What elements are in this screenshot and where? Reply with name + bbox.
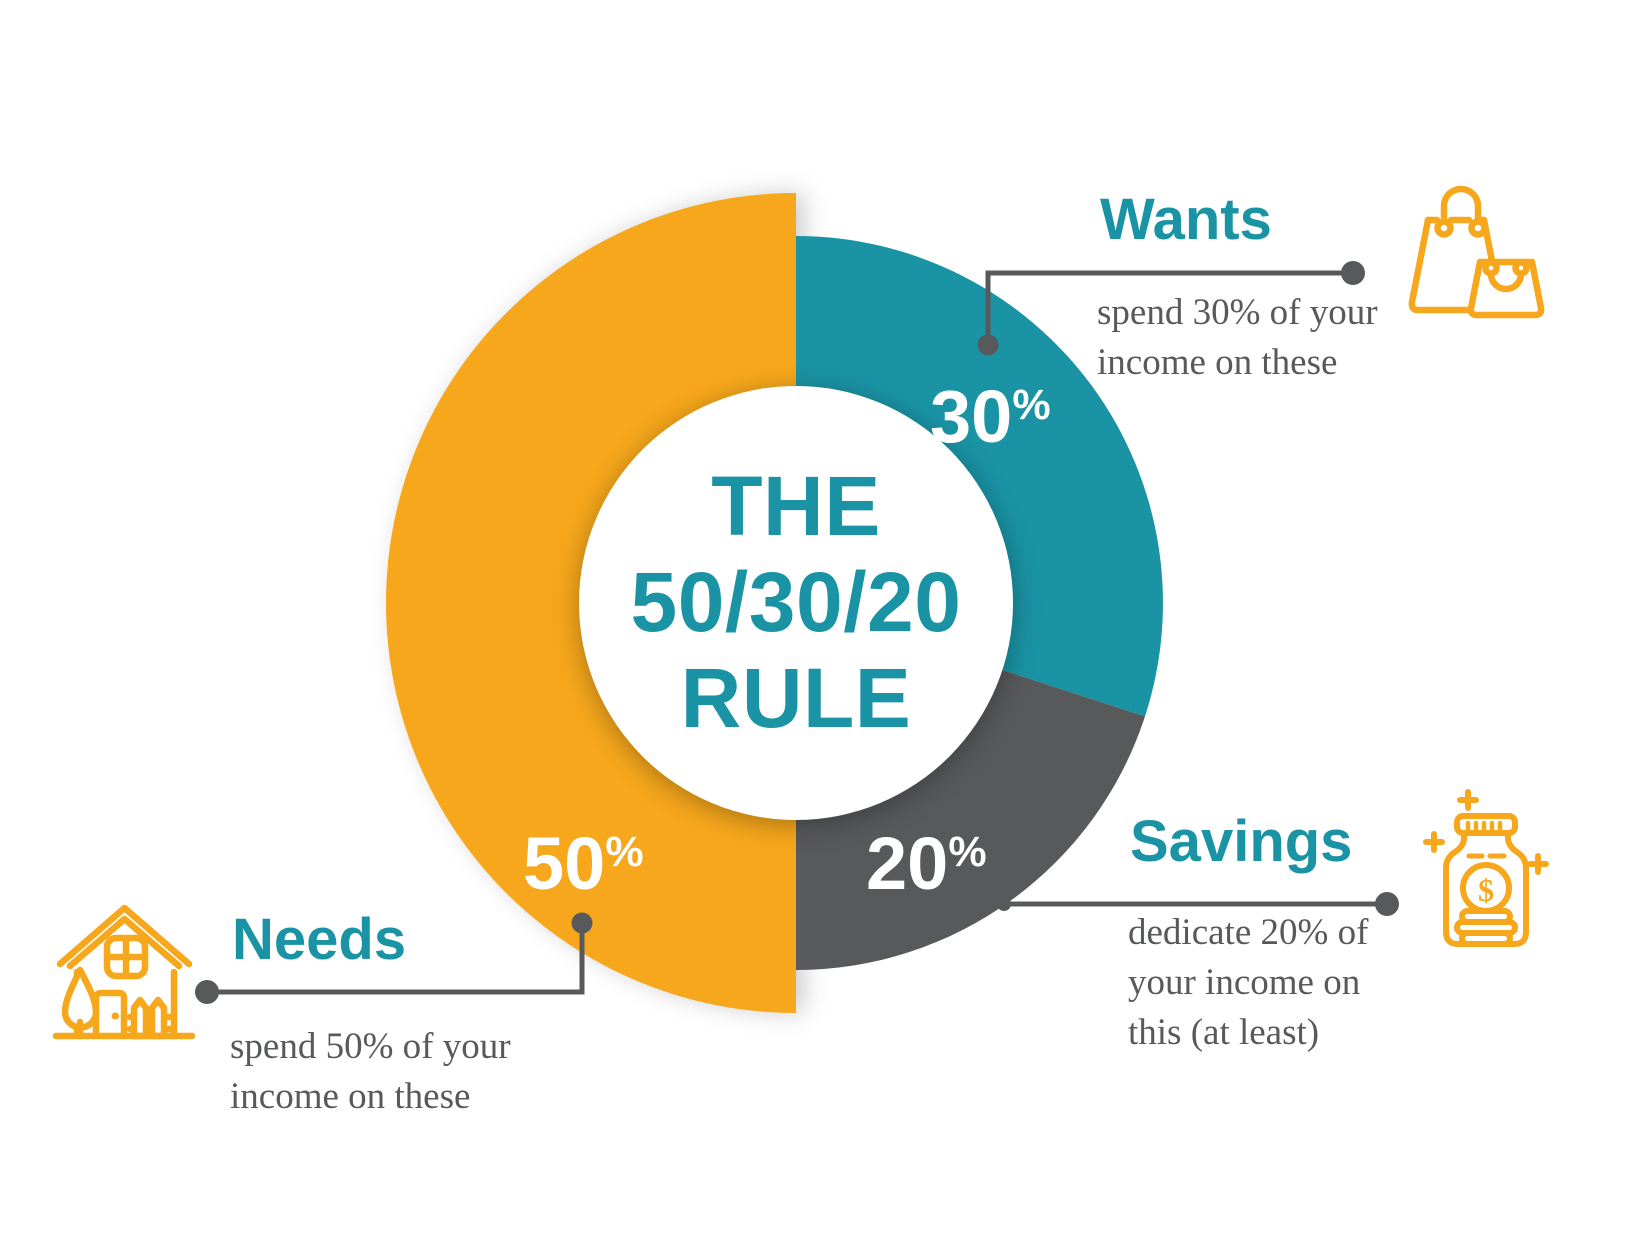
wants-connector — [977, 261, 1365, 356]
needs-percent-value: 50 — [523, 822, 606, 905]
dollar-sign-glyph: $ — [1478, 872, 1494, 908]
money-jar-icon: $ — [1423, 789, 1549, 947]
savings-percent-symbol: % — [948, 828, 987, 876]
savings-title: Savings — [1130, 809, 1353, 874]
wants-title: Wants — [1100, 187, 1272, 252]
wants-percent-label: 30% — [930, 368, 1051, 454]
savings-segment — [796, 669, 1145, 970]
needs-percent-label: 50% — [523, 815, 644, 901]
savings-percent-label: 20% — [866, 815, 987, 901]
savings-connector — [997, 892, 1399, 916]
wants-percent-value: 30 — [930, 375, 1013, 458]
needs-segment — [386, 193, 796, 1013]
needs-title: Needs — [232, 907, 407, 972]
wants-segment — [796, 236, 1163, 717]
savings-description: dedicate 20% of your income on this (at … — [1128, 912, 1369, 1053]
chart-center-title: THE 50/30/20 RULE — [591, 458, 1001, 746]
donut-hole — [579, 386, 1013, 820]
wants-description: spend 30% of your income on these — [1097, 292, 1378, 383]
savings-percent-value: 20 — [866, 822, 949, 905]
house-icon — [52, 904, 196, 1040]
center-title-line1: THE — [711, 459, 881, 553]
needs-connector — [195, 912, 593, 1004]
shopping-bags-icon — [1408, 185, 1545, 319]
needs-description: spend 50% of your income on these — [230, 1026, 511, 1117]
center-title-line3: RULE — [680, 651, 912, 745]
needs-percent-symbol: % — [605, 828, 644, 876]
wants-percent-symbol: % — [1012, 381, 1051, 429]
center-title-line2: 50/30/20 — [630, 555, 962, 649]
